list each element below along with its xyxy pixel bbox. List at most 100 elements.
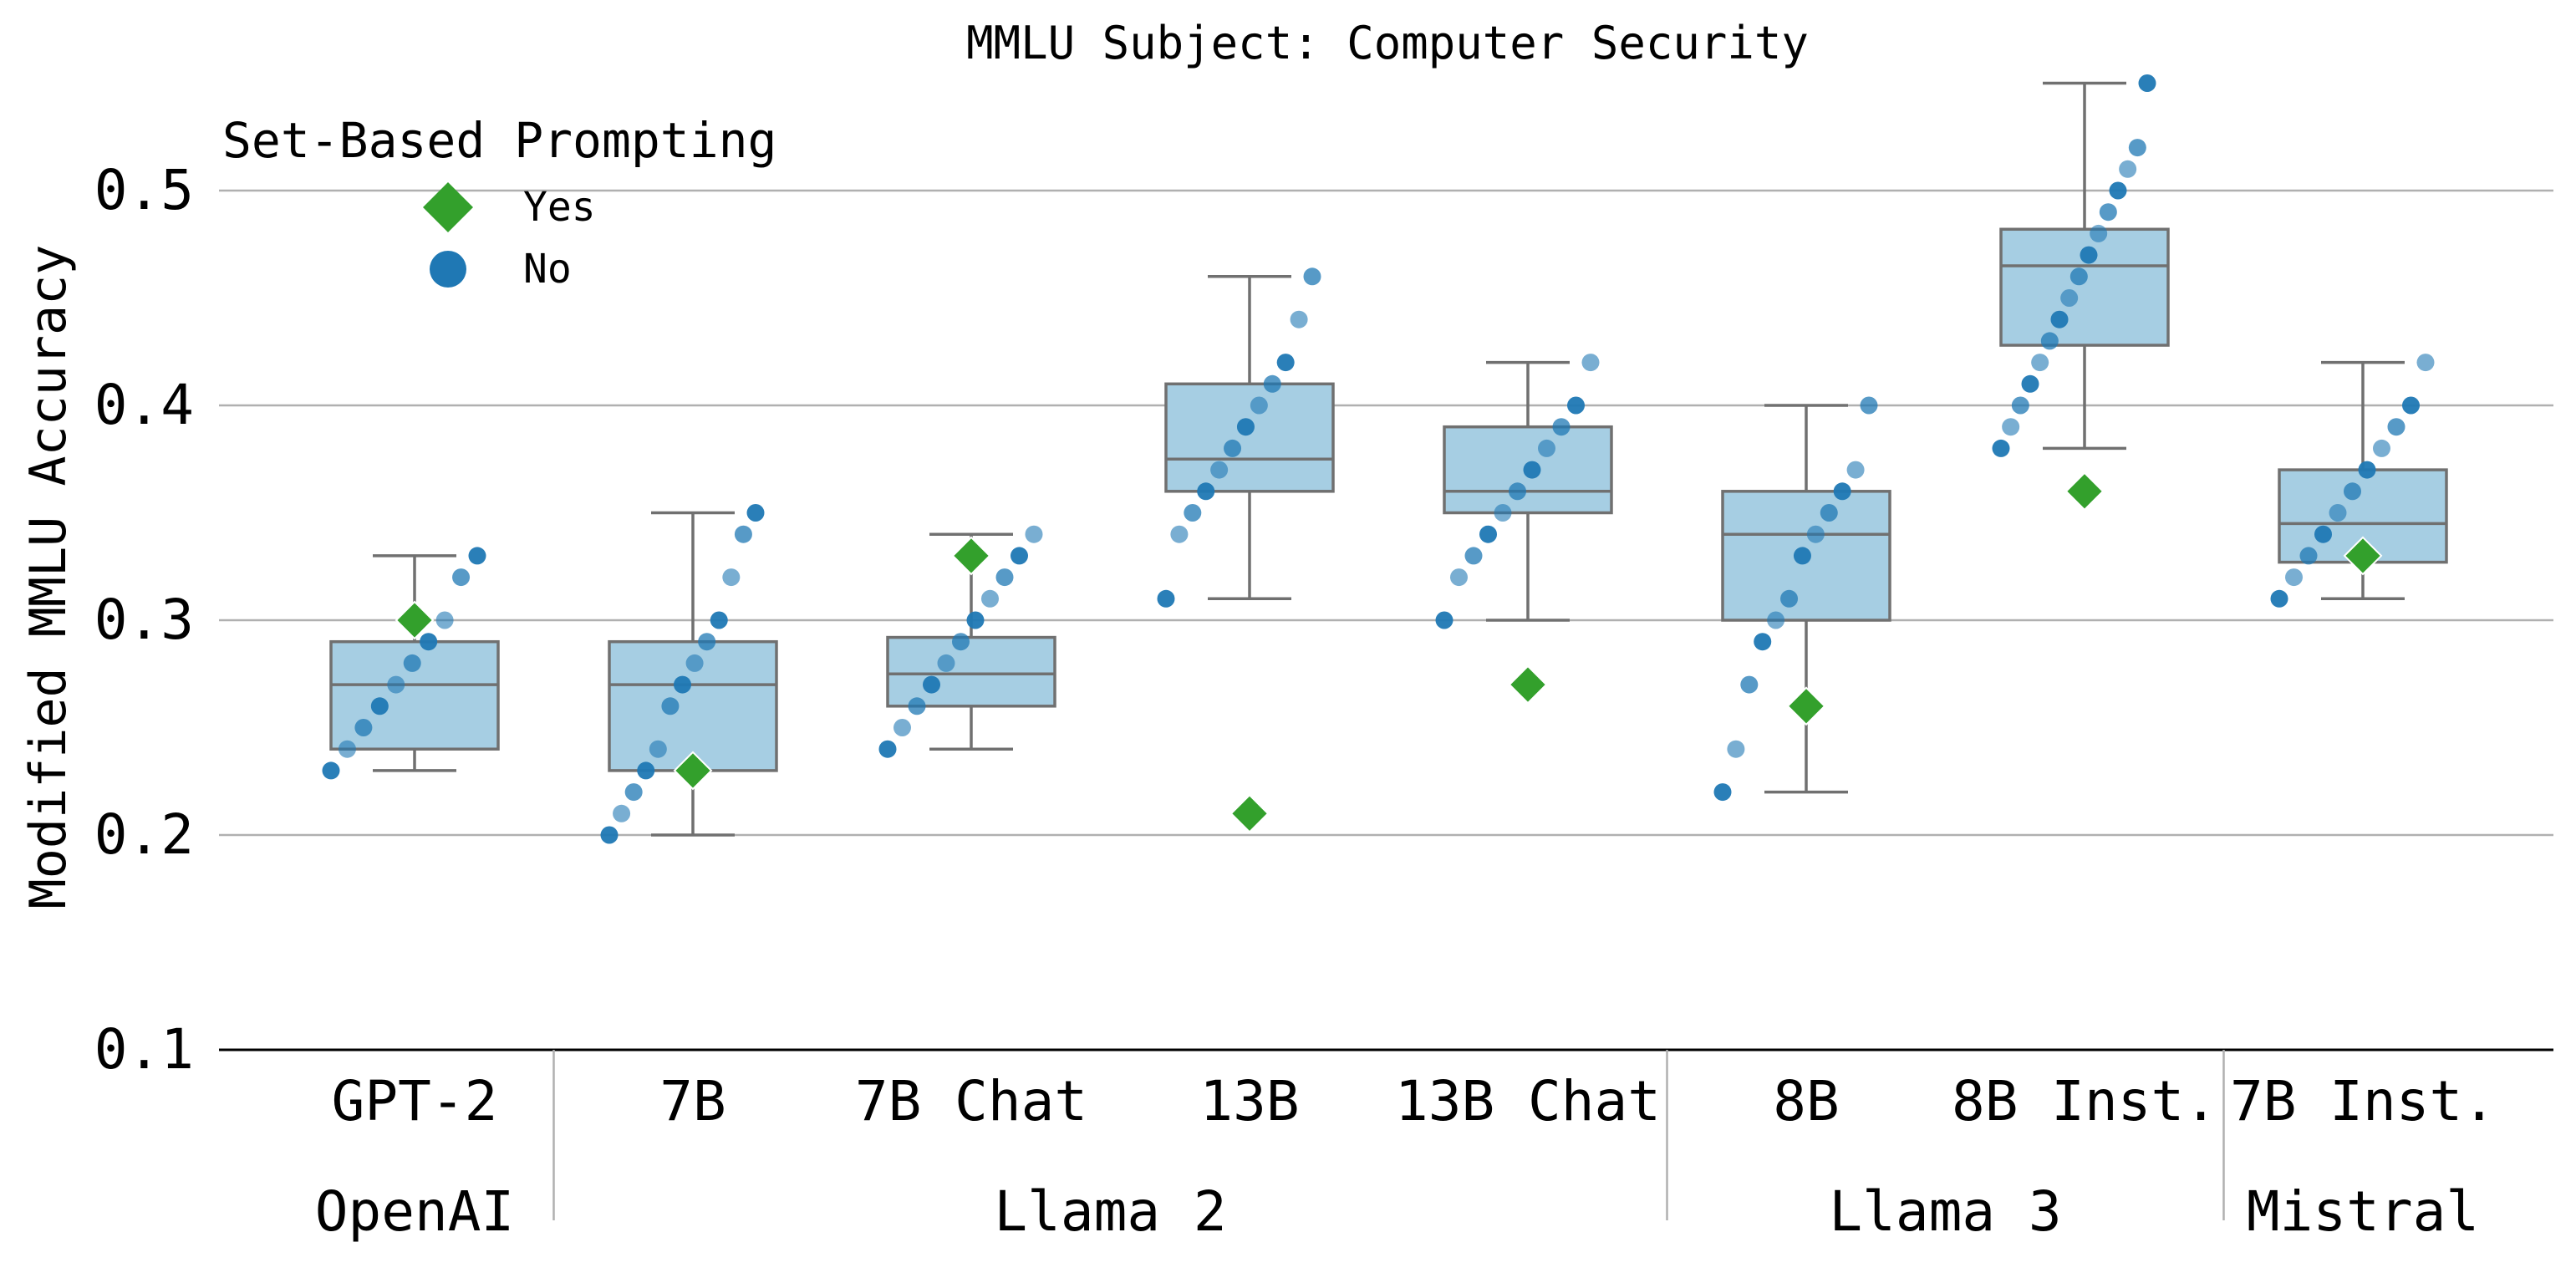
- no-point: [1210, 461, 1229, 479]
- no-point: [322, 761, 340, 780]
- no-point: [893, 719, 911, 736]
- no-point: [2002, 418, 2020, 436]
- legend-title: Set-Based Prompting: [222, 112, 776, 169]
- no-point: [1820, 504, 1838, 522]
- no-point: [1479, 525, 1497, 543]
- no-point: [2299, 547, 2318, 565]
- no-point: [1303, 267, 1321, 286]
- no-point: [600, 826, 619, 844]
- box-6: [1999, 81, 2170, 451]
- no-point: [2329, 504, 2347, 522]
- no-point: [2358, 461, 2376, 479]
- no-point: [1494, 504, 1512, 522]
- box-body: [1164, 382, 1335, 493]
- no-point: [937, 654, 955, 672]
- no-point: [734, 525, 752, 543]
- no-point: [952, 633, 970, 651]
- no-point: [674, 675, 691, 694]
- no-point: [981, 589, 999, 608]
- no-point: [1184, 504, 1202, 522]
- x-tick-label: 13B Chat: [1395, 1069, 1661, 1133]
- no-point: [2402, 396, 2420, 415]
- no-point: [2373, 439, 2390, 457]
- no-point: [2314, 525, 2332, 543]
- box-5: [1721, 404, 1891, 794]
- no-point: [1727, 740, 1745, 758]
- yes-diamond: [395, 600, 435, 640]
- no-point: [649, 740, 667, 758]
- no-point: [420, 633, 438, 651]
- chart-title: MMLU Subject: Computer Security: [966, 17, 1809, 69]
- box-body: [1999, 227, 2170, 347]
- no-point: [1509, 482, 1526, 501]
- group-label: Llama 3: [1829, 1179, 2061, 1244]
- no-point: [2344, 482, 2361, 501]
- no-point: [1567, 396, 1585, 415]
- no-point: [2040, 332, 2059, 350]
- no-point: [1780, 589, 1799, 608]
- yes-diamond: [951, 536, 991, 576]
- no-point: [354, 719, 373, 736]
- no-point: [1713, 783, 1732, 802]
- no-point: [387, 675, 405, 694]
- no-point: [403, 654, 421, 672]
- no-point: [1025, 525, 1043, 543]
- no-point: [1754, 633, 1772, 651]
- no-point: [1157, 589, 1175, 608]
- no-point: [1833, 482, 1851, 501]
- no-point: [923, 675, 940, 694]
- legend-marker-yes: [423, 182, 473, 232]
- yes-diamond: [1786, 686, 1826, 726]
- no-point: [1523, 461, 1541, 479]
- no-point: [722, 568, 741, 587]
- legend-label: Yes: [523, 184, 596, 231]
- no-point: [2270, 589, 2288, 608]
- no-point: [2090, 224, 2108, 242]
- no-point: [685, 654, 704, 672]
- no-point: [878, 740, 897, 758]
- no-point: [1552, 418, 1571, 436]
- no-point: [624, 783, 643, 802]
- yes-diamond: [673, 751, 713, 791]
- no-point: [2138, 74, 2156, 92]
- no-point: [966, 611, 985, 629]
- no-point: [1793, 547, 1811, 565]
- no-point: [637, 761, 655, 780]
- no-point: [1806, 525, 1825, 543]
- group-label: OpenAI: [315, 1179, 514, 1244]
- y-tick-label: 0.4: [94, 373, 194, 437]
- no-point: [1450, 568, 1468, 587]
- x-tick-label: 7B Inst.: [2230, 1069, 2496, 1133]
- group-label: Mistral: [2247, 1179, 2479, 1244]
- no-point: [1290, 310, 1308, 328]
- no-point: [1435, 611, 1453, 629]
- no-point: [1860, 396, 1878, 415]
- no-point: [1846, 461, 1865, 479]
- points: [322, 74, 2435, 844]
- legend: Set-Based Prompting Yes No: [222, 112, 776, 293]
- box-body: [1443, 425, 1613, 515]
- x-tick-label: 13B: [1199, 1069, 1299, 1133]
- no-point: [2099, 203, 2117, 222]
- yes-diamond: [1508, 665, 1548, 705]
- grid-lines: [219, 189, 2553, 837]
- no-point: [338, 740, 356, 758]
- axes: 0.1 0.2 0.3 0.4 0.5 GPT-2 7B 7B Chat 13B 13B Chat…: [94, 158, 2553, 1244]
- no-point: [710, 611, 728, 629]
- no-point: [1276, 354, 1295, 372]
- no-point: [435, 611, 454, 629]
- no-point: [2119, 160, 2137, 178]
- boxes: [329, 81, 2448, 837]
- no-point: [2080, 246, 2098, 264]
- no-point: [452, 568, 471, 587]
- no-point: [2021, 374, 2039, 393]
- box-1: [608, 511, 778, 837]
- no-point: [1197, 482, 1215, 501]
- x-tick-label: 7B Chat: [855, 1069, 1087, 1133]
- no-point: [2387, 418, 2405, 436]
- no-point: [2109, 181, 2127, 200]
- no-point: [746, 504, 765, 522]
- y-tick-label: 0.3: [94, 588, 194, 652]
